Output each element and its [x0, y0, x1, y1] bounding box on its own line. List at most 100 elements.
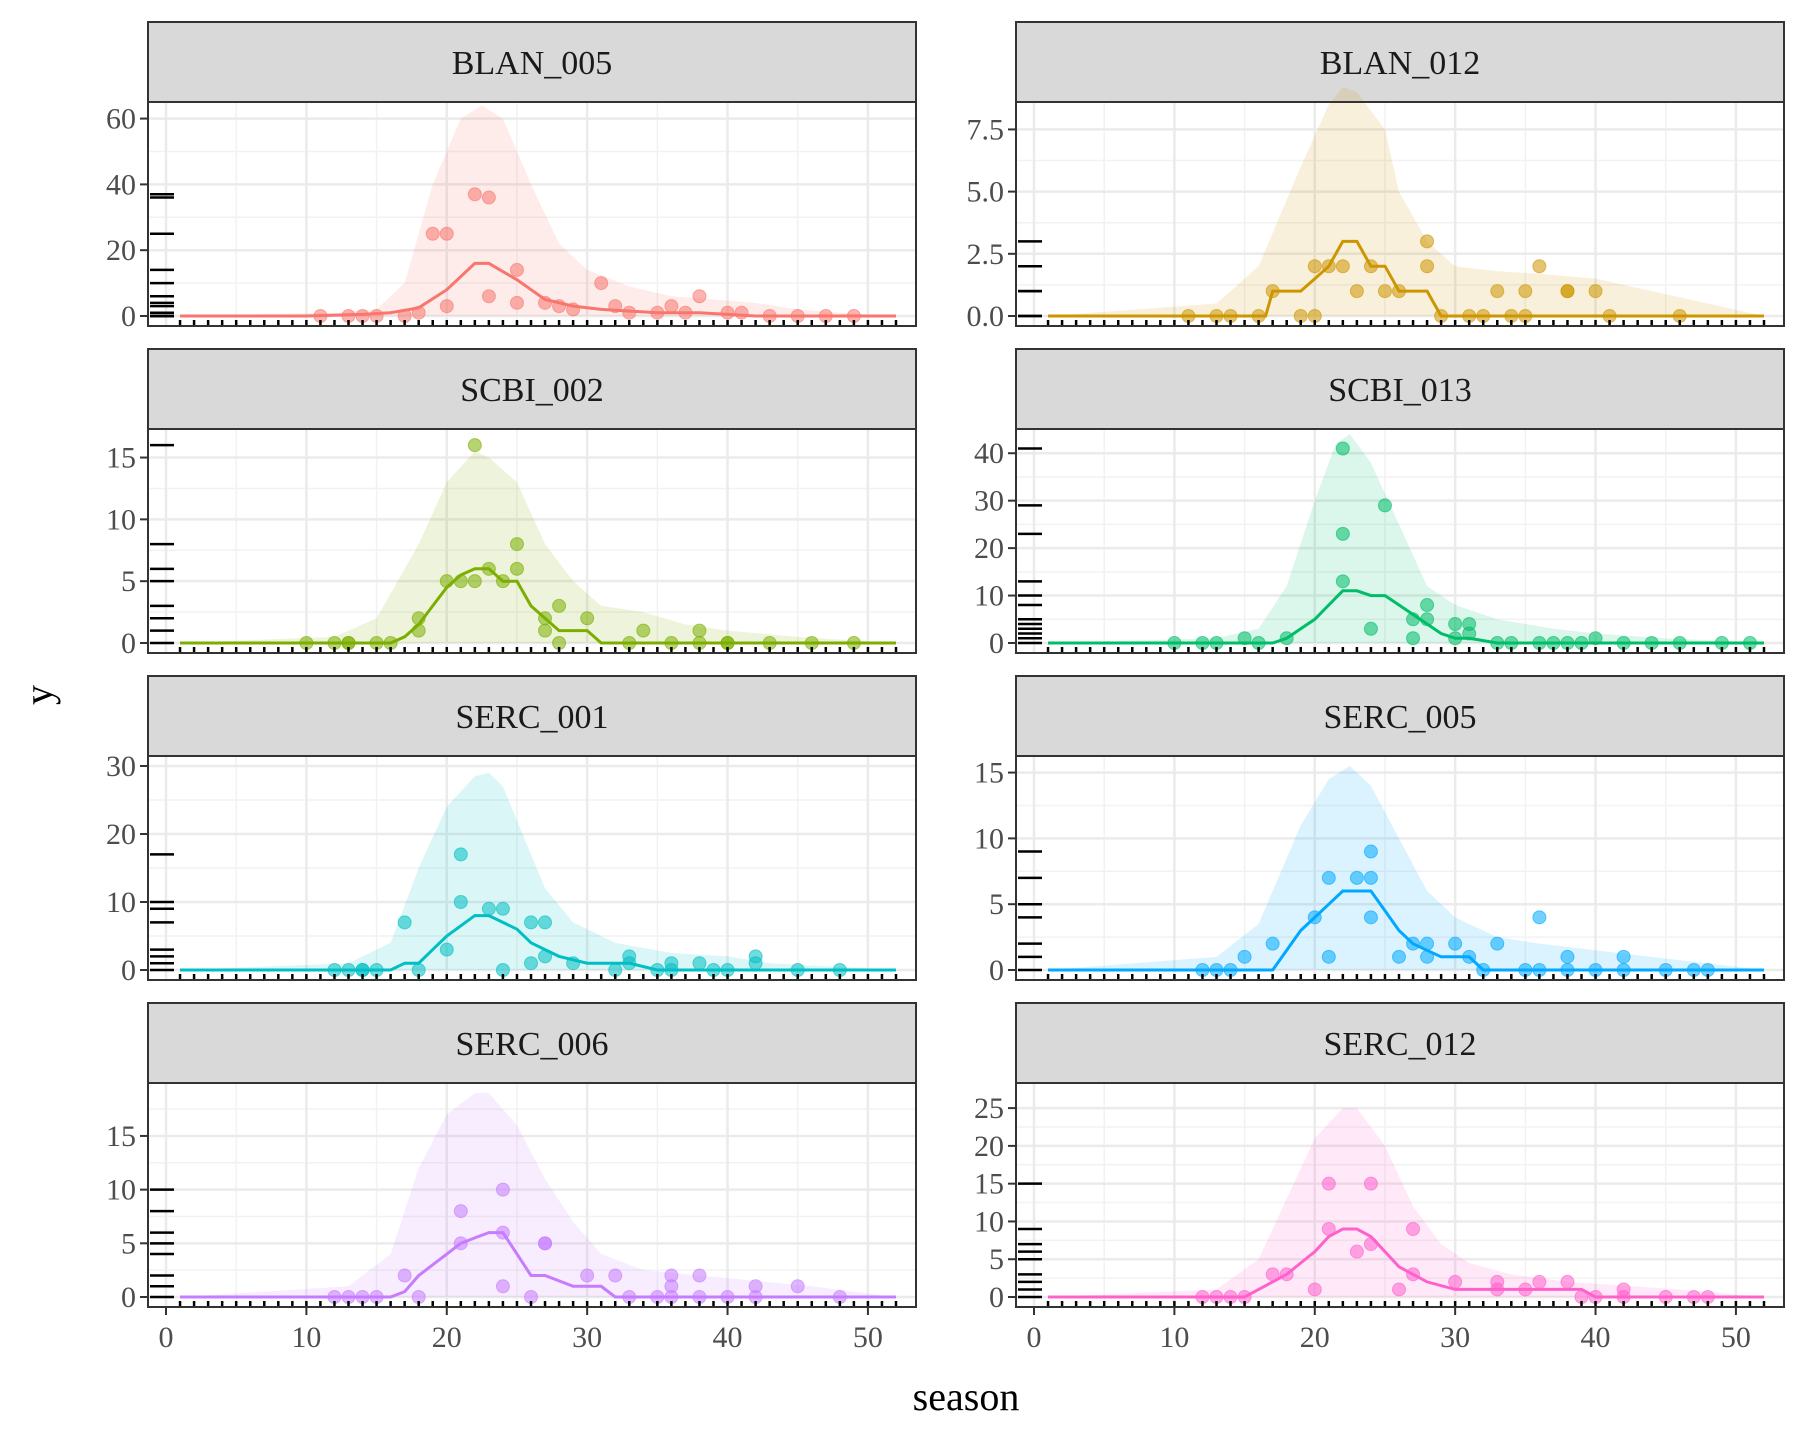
- x-tick-label: 40: [713, 1321, 743, 1354]
- data-point: [1335, 526, 1350, 541]
- x-tick-label: 50: [853, 1321, 883, 1354]
- y-tick-label: 20: [106, 818, 136, 851]
- data-point: [692, 1268, 707, 1283]
- panel-border: [147, 101, 917, 327]
- y-tick-label: 5.0: [967, 176, 1005, 209]
- data-point: [524, 915, 538, 930]
- data-point: [481, 190, 496, 205]
- y-tick-label: 0: [121, 300, 136, 333]
- data-point: [1420, 612, 1435, 627]
- facet-strip-label: SCBI_013: [1328, 372, 1472, 409]
- data-point: [692, 956, 707, 971]
- data-point: [1377, 498, 1392, 513]
- fit-line: [1048, 1227, 1764, 1299]
- data-point: [538, 915, 553, 930]
- data-point: [1392, 284, 1406, 299]
- facet-strip-label: BLAN_012: [1320, 45, 1481, 82]
- panel-border: [147, 755, 917, 981]
- data-point: [1335, 259, 1350, 274]
- y-tick-label: 10: [106, 1174, 136, 1207]
- y-tick-label: 0: [989, 954, 1004, 987]
- data-point: [1616, 949, 1631, 964]
- x-axis-title: season: [913, 1374, 1020, 1419]
- y-tick-label: 10: [974, 822, 1004, 855]
- data-point: [1265, 936, 1280, 951]
- data-point: [1406, 631, 1421, 646]
- y-tick-label: 10: [106, 886, 136, 919]
- data-point: [664, 299, 679, 314]
- data-point: [453, 895, 468, 909]
- data-point: [1265, 284, 1280, 299]
- plot-area: [1016, 1083, 1784, 1307]
- fit-line: [1048, 889, 1764, 972]
- data-point: [467, 438, 482, 453]
- data-point: [1237, 949, 1252, 964]
- panel-scbi-013: SCBI_013 0 10 20 30 40: [974, 348, 1785, 660]
- y-tick-label: 5: [121, 565, 136, 598]
- plot-area: [1016, 429, 1784, 653]
- data-point: [1532, 1274, 1547, 1289]
- facet-strip-label: SERC_001: [455, 699, 608, 736]
- data-point: [1307, 1282, 1322, 1297]
- data-point: [1406, 936, 1421, 951]
- x-tick-label: 0: [1027, 1321, 1042, 1354]
- data-point: [1588, 284, 1603, 299]
- data-point: [1448, 1274, 1463, 1289]
- data-point: [566, 302, 581, 317]
- data-point: [1349, 1244, 1364, 1259]
- data-point: [1349, 870, 1364, 885]
- y-tick-label: 5: [989, 888, 1004, 921]
- data-point: [538, 295, 553, 310]
- data-point: [538, 623, 553, 638]
- y-tick-label: 30: [106, 750, 136, 783]
- panel-border: [147, 428, 917, 654]
- data-point: [1279, 631, 1294, 646]
- data-point: [524, 956, 538, 971]
- data-point: [1462, 626, 1477, 641]
- fit-line: [180, 261, 896, 318]
- data-point: [1532, 259, 1547, 274]
- data-point: [467, 574, 482, 589]
- data-point: [509, 295, 524, 310]
- y-tick-label: 0: [989, 1281, 1004, 1314]
- data-point: [495, 1225, 510, 1240]
- y-tick-label: 15: [106, 442, 136, 475]
- data-point: [439, 574, 454, 589]
- data-point: [1448, 617, 1463, 632]
- data-point: [1588, 631, 1603, 646]
- data-point: [538, 1236, 553, 1251]
- data-point: [397, 1268, 412, 1283]
- data-point: [1560, 284, 1575, 299]
- data-point: [678, 305, 693, 320]
- data-point: [580, 1268, 595, 1283]
- data-point: [1349, 284, 1364, 299]
- data-point: [439, 226, 454, 241]
- y-tick-label: 0: [121, 954, 136, 987]
- y-tick-label: 0: [121, 627, 136, 660]
- y-tick-label: 20: [974, 1130, 1004, 1163]
- data-point: [1321, 949, 1336, 964]
- data-point: [538, 949, 553, 964]
- data-point: [1392, 949, 1406, 964]
- facet-strip: [147, 21, 917, 103]
- facet-panels: BLAN_005 0 20 40 60 BLAN_012 0.0 2.5 5.0 7.5 SCBI_…: [106, 21, 1785, 1354]
- plot-area: [148, 429, 916, 653]
- data-point: [453, 1236, 468, 1251]
- panel-border: [1015, 1082, 1785, 1308]
- data-point: [1307, 259, 1322, 274]
- panel-serc-012: SERC_012 0 5 10 15 20 25 0 10 20 30 40 50: [974, 1002, 1785, 1354]
- data-point: [1363, 259, 1378, 274]
- data-point: [397, 915, 412, 930]
- data-point: [1363, 621, 1378, 636]
- x-tick-label: 10: [1159, 1321, 1189, 1354]
- data-point: [566, 956, 581, 971]
- panel-serc-005: SERC_005 0 5 10 15: [974, 675, 1785, 987]
- y-tick-label: 10: [106, 503, 136, 536]
- x-tick-label: 30: [1440, 1321, 1470, 1354]
- data-point: [1363, 844, 1378, 859]
- data-point: [1363, 910, 1378, 925]
- data-point: [1420, 259, 1435, 274]
- data-point: [650, 305, 665, 320]
- x-tick-label: 50: [1721, 1321, 1751, 1354]
- prediction-band: [180, 1093, 897, 1297]
